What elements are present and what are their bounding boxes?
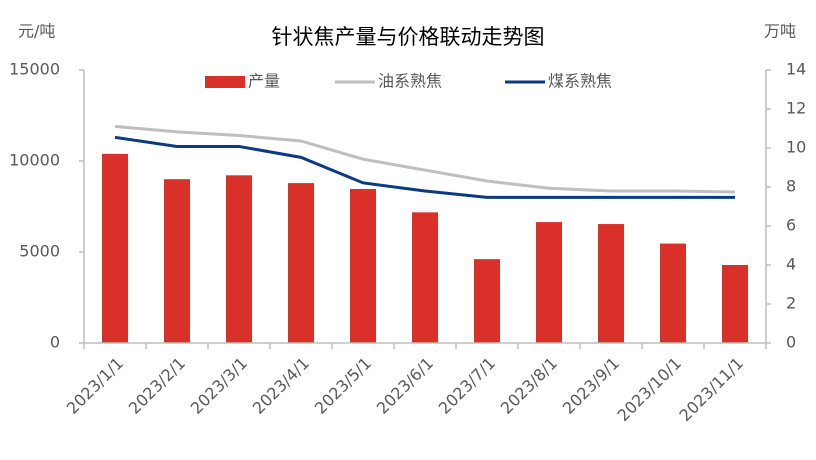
y-axis-label: 元/吨	[18, 22, 55, 41]
x-tick-label: 2023/11/1	[676, 354, 747, 425]
bar	[722, 265, 748, 343]
x-tick-label: 2023/7/1	[435, 354, 499, 418]
y-tick-label: 5000	[19, 242, 60, 261]
chart-title: 针状焦产量与价格联动走势图	[272, 25, 545, 49]
y2-tick-label: 10	[786, 138, 806, 157]
y-tick-label: 0	[50, 333, 60, 352]
y2-tick-label: 0	[786, 333, 796, 352]
y-tick-label: 15000	[9, 60, 60, 79]
y2-tick-label: 12	[786, 99, 806, 118]
x-tick-label: 2023/9/1	[559, 354, 623, 418]
bar	[536, 222, 562, 343]
legend-label: 煤系熟焦	[548, 72, 612, 91]
y2-tick-label: 4	[786, 255, 796, 274]
y2-tick-label: 8	[786, 177, 796, 196]
x-tick-label: 2023/8/1	[497, 354, 561, 418]
x-tick-label: 2023/3/1	[187, 354, 251, 418]
x-tick-label: 2023/5/1	[311, 354, 375, 418]
bar	[102, 153, 128, 343]
line	[114, 124, 736, 194]
legend-label: 油系熟焦	[378, 72, 442, 91]
x-tick-label: 2023/2/1	[125, 354, 189, 418]
bar	[412, 212, 438, 343]
x-tick-label: 2023/1/1	[63, 354, 127, 418]
bar	[350, 188, 376, 343]
bar	[226, 175, 252, 343]
y2-tick-label: 6	[786, 216, 796, 235]
bar	[474, 259, 500, 343]
x-tick-label: 2023/4/1	[249, 354, 313, 418]
x-tick-label: 2023/6/1	[373, 354, 437, 418]
x-tick-label: 2023/10/1	[614, 354, 685, 425]
y2-tick-label: 14	[786, 60, 806, 79]
legend-label: 产量	[248, 72, 280, 91]
y2-tick-label: 2	[786, 294, 796, 313]
legend-swatch	[205, 76, 245, 88]
line	[114, 135, 735, 199]
bar	[288, 183, 314, 343]
bar	[660, 243, 686, 343]
bar	[164, 179, 190, 343]
y-tick-label: 10000	[9, 151, 60, 170]
y2-axis-label: 万吨	[764, 22, 796, 41]
bar	[598, 224, 624, 343]
